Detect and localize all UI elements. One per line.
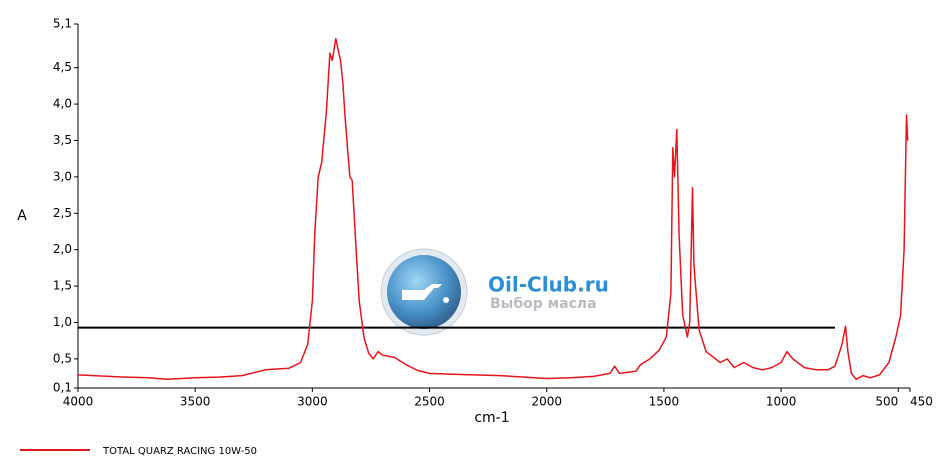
y-tick-label: 4,0 [53, 97, 72, 111]
y-tick-label: 2,5 [53, 206, 72, 220]
x-tick-label: 450 [910, 395, 933, 409]
spectrum-line [77, 37, 909, 381]
y-tick-label: 1,0 [53, 315, 72, 329]
y-tick-label: 2,0 [53, 242, 72, 256]
legend-label: TOTAL QUARZ RACING 10W-50 [102, 446, 257, 457]
x-axis-label: cm-1 [474, 410, 509, 426]
y-tick-label: 4,5 [53, 60, 72, 74]
watermark-title: Oil-Club.ru [488, 273, 609, 297]
y-tick-label: 5,1 [53, 17, 72, 31]
y-tick-label: 3,0 [53, 169, 72, 183]
y-tick-label: 0,5 [53, 351, 72, 365]
x-tick-label: 3000 [297, 395, 328, 409]
y-tick-label: 1,5 [53, 279, 72, 293]
y-tick-label: 0,1 [53, 381, 72, 395]
watermark-subtitle: Выбор масла [490, 296, 597, 312]
x-tick-label: 2000 [531, 395, 562, 409]
watermark-logo [380, 248, 468, 336]
x-tick-label: 1000 [766, 395, 797, 409]
x-tick-label: 2500 [414, 395, 445, 409]
x-tick-label: 4000 [63, 395, 94, 409]
y-axis-label: A [17, 208, 27, 224]
x-tick-label: 3500 [180, 395, 211, 409]
y-tick-label: 3,5 [53, 133, 72, 147]
x-tick-label: 1500 [649, 395, 680, 409]
x-tick-label: 500 [875, 395, 898, 409]
